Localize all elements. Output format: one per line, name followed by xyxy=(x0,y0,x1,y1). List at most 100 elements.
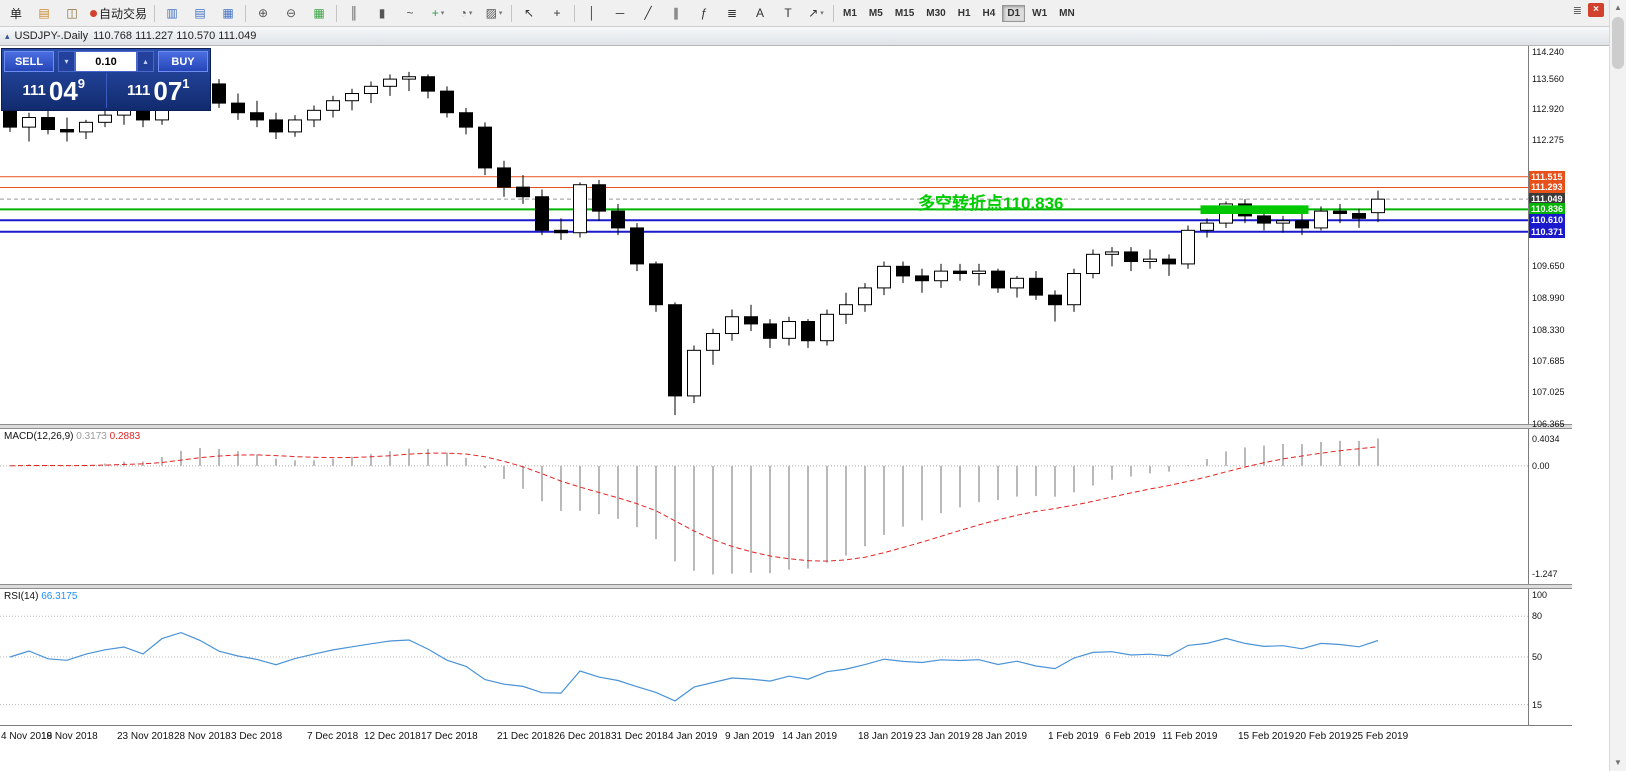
one-click-trading-panel: SELL ▾ ▴ BUY 111049 111071 xyxy=(1,48,211,111)
shapes-button[interactable]: ≣ xyxy=(718,2,746,24)
zoom-in-button[interactable]: ⊕ xyxy=(249,2,277,24)
toolbar-separator xyxy=(833,5,834,22)
price-axis-label: 106.365 xyxy=(1532,419,1565,429)
auto-trading-button[interactable]: 自动交易 xyxy=(86,2,151,24)
profiles-button[interactable]: ◫ xyxy=(58,2,86,24)
price-axis-label: 107.685 xyxy=(1532,356,1565,366)
market-watch-icon: ▥ xyxy=(166,6,177,20)
date-axis-label: 23 Nov 2018 xyxy=(117,731,174,742)
periods-icon: ◔ xyxy=(460,6,467,20)
close-icon[interactable]: × xyxy=(1588,3,1604,17)
toolbar-right: ≣ × xyxy=(1573,3,1604,17)
horizontal-line-button[interactable]: ─ xyxy=(606,2,634,24)
toolbar-separator xyxy=(336,5,337,22)
fibonacci-button[interactable]: ƒ xyxy=(690,2,718,24)
chart-area: 114.240113.560112.920112.275109.650108.9… xyxy=(0,46,1572,748)
toolbar-separator xyxy=(574,5,575,22)
date-axis-label: 6 Feb 2019 xyxy=(1105,731,1156,742)
cursor-icon: ↖ xyxy=(524,6,534,20)
lot-increase-button[interactable]: ▴ xyxy=(137,51,154,72)
candlestick-canvas[interactable] xyxy=(0,46,1528,424)
timeframe-m15-button[interactable]: M15 xyxy=(890,5,919,22)
cursor-button[interactable]: ↖ xyxy=(515,2,543,24)
price-axis-label: 107.025 xyxy=(1532,387,1565,397)
rsi-panel[interactable]: 100805015 RSI(14) 66.3175 xyxy=(0,589,1572,725)
timeframe-m1-button[interactable]: M1 xyxy=(838,5,862,22)
rsi-axis-label: 100 xyxy=(1532,590,1547,600)
rsi-canvas[interactable] xyxy=(0,589,1528,725)
date-axis-label: 18 Jan 2019 xyxy=(858,731,913,742)
rsi-label: RSI(14) 66.3175 xyxy=(4,591,77,602)
price-axis-label: 109.650 xyxy=(1532,261,1565,271)
timeframe-h1-button[interactable]: H1 xyxy=(953,5,976,22)
new-chart-icon: ▤ xyxy=(38,6,49,20)
date-axis-label: 19 Nov 2018 xyxy=(41,731,98,742)
price-tag-110.371: 110.371 xyxy=(1529,226,1565,238)
scroll-up-icon[interactable]: ▲ xyxy=(1610,0,1626,16)
price-tag-110.610: 110.610 xyxy=(1529,214,1565,226)
templates-icon: ▨ xyxy=(486,6,497,20)
date-axis-label: 20 Feb 2019 xyxy=(1295,731,1351,742)
text-icon: A xyxy=(756,6,764,20)
periods-button[interactable]: ◔▾ xyxy=(452,2,480,24)
macd-axis-label: -1.247 xyxy=(1532,569,1558,579)
text-label-button[interactable]: T xyxy=(774,2,802,24)
text-label-icon: T xyxy=(784,6,791,20)
timeframe-d1-button[interactable]: D1 xyxy=(1002,5,1025,22)
zoom-out-button[interactable]: ⊖ xyxy=(277,2,305,24)
tile-windows-icon: ▦ xyxy=(313,6,324,20)
rsi-axis-label: 50 xyxy=(1532,652,1542,662)
new-chart-button[interactable]: ▤ xyxy=(30,2,58,24)
templates-button[interactable]: ▨▾ xyxy=(480,2,508,24)
arrows-icon: ↗ xyxy=(808,6,818,20)
date-axis-label: 7 Dec 2018 xyxy=(307,731,358,742)
text-button[interactable]: A xyxy=(746,2,774,24)
new-order-button[interactable]: 单 xyxy=(2,2,30,24)
line-chart-icon: ~ xyxy=(407,6,414,20)
data-window-button[interactable]: ▤ xyxy=(186,2,214,24)
tile-windows-button[interactable]: ▦ xyxy=(305,2,333,24)
date-axis-label: 12 Dec 2018 xyxy=(364,731,421,742)
crosshair-icon: + xyxy=(554,6,561,20)
crosshair-button[interactable]: + xyxy=(543,2,571,24)
scroll-down-icon[interactable]: ▼ xyxy=(1610,755,1626,771)
market-watch-button[interactable]: ▥ xyxy=(158,2,186,24)
macd-canvas[interactable] xyxy=(0,429,1528,584)
timeframe-m5-button[interactable]: M5 xyxy=(864,5,888,22)
timeframe-w1-button[interactable]: W1 xyxy=(1027,5,1052,22)
price-chart-panel[interactable]: 114.240113.560112.920112.275109.650108.9… xyxy=(0,46,1572,424)
candlestick-chart-button[interactable]: ▮ xyxy=(368,2,396,24)
trendline-button[interactable]: ╱ xyxy=(634,2,662,24)
vertical-scrollbar[interactable]: ▲ ▼ xyxy=(1609,0,1626,771)
lot-decrease-button[interactable]: ▾ xyxy=(58,51,75,72)
line-chart-button[interactable]: ~ xyxy=(396,2,424,24)
timeframe-mn-button[interactable]: MN xyxy=(1054,5,1080,22)
vertical-line-button[interactable]: │ xyxy=(578,2,606,24)
bar-chart-button[interactable]: ║ xyxy=(340,2,368,24)
lot-size-input[interactable] xyxy=(75,51,137,72)
toolbar-menu-icon[interactable]: ≣ xyxy=(1573,4,1582,17)
navigator-button[interactable]: ▦ xyxy=(214,2,242,24)
chevron-down-icon: ▾ xyxy=(441,9,445,17)
chart-icon: ▴ xyxy=(5,31,10,42)
price-axis-label: 113.560 xyxy=(1532,74,1564,84)
timeframe-toolbar: M1M5M15M30H1H4D1W1MN xyxy=(837,5,1081,22)
date-axis-label: 28 Nov 2018 xyxy=(174,731,231,742)
sell-button[interactable]: SELL xyxy=(4,51,54,72)
macd-panel[interactable]: 0.40340.00-1.247 MACD(12,26,9) 0.3173 0.… xyxy=(0,429,1572,584)
add-indicator-button[interactable]: +▾ xyxy=(424,2,452,24)
zoom-out-icon: ⊖ xyxy=(286,6,296,20)
fibonacci-icon: ƒ xyxy=(701,6,708,20)
date-axis-label: 9 Jan 2019 xyxy=(725,731,775,742)
bar-chart-icon: ║ xyxy=(350,6,359,20)
buy-button[interactable]: BUY xyxy=(158,51,208,72)
date-axis: 4 Nov 201819 Nov 201823 Nov 201828 Nov 2… xyxy=(0,725,1572,748)
channel-button[interactable]: ∥ xyxy=(662,2,690,24)
zoom-in-icon: ⊕ xyxy=(258,6,268,20)
arrows-button[interactable]: ↗▾ xyxy=(802,2,830,24)
rsi-axis-label: 80 xyxy=(1532,611,1542,621)
timeframe-h4-button[interactable]: H4 xyxy=(978,5,1001,22)
chevron-down-icon: ▾ xyxy=(469,9,473,17)
timeframe-m30-button[interactable]: M30 xyxy=(921,5,950,22)
scrollbar-thumb[interactable] xyxy=(1612,17,1624,69)
